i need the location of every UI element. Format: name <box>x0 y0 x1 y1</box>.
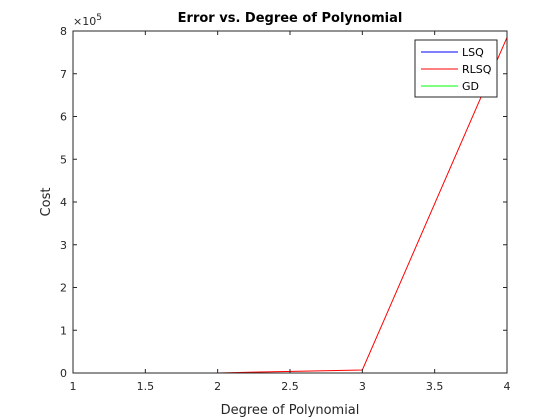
x-tick-label: 3.5 <box>426 380 444 393</box>
y-tick-label: 7 <box>60 68 67 81</box>
y-tick-label: 2 <box>60 282 67 295</box>
x-tick-label: 2 <box>214 380 221 393</box>
y-tick-label: 0 <box>60 367 67 380</box>
y-tick-label: 1 <box>60 324 67 337</box>
y-tick-label: 5 <box>60 153 67 166</box>
y-tick-label: 4 <box>60 196 67 209</box>
x-tick-label: 1 <box>70 380 77 393</box>
svg-text:×105: ×105 <box>73 13 102 28</box>
y-tick-label: 3 <box>60 239 67 252</box>
y-tick-label: 6 <box>60 111 67 124</box>
legend-label-gd: GD <box>462 80 479 93</box>
x-tick-label: 3 <box>359 380 366 393</box>
legend: LSQ RLSQ GD <box>414 39 498 98</box>
legend-label-lsq: LSQ <box>462 46 484 59</box>
legend-label-rlsq: RLSQ <box>462 63 492 76</box>
y-exponent-base: ×10 <box>73 15 96 28</box>
y-axis-title: Cost <box>39 188 54 217</box>
y-exponent-power: 5 <box>96 13 102 23</box>
x-axis-title: Degree of Polynomial <box>221 403 360 418</box>
x-tick-label: 2.5 <box>281 380 299 393</box>
y-tick-label: 8 <box>60 25 67 38</box>
chart-title: Error vs. Degree of Polynomial <box>178 11 403 26</box>
y-exponent-label: ×105 <box>73 13 102 28</box>
x-tick-label: 1.5 <box>137 380 155 393</box>
x-tick-label: 4 <box>504 380 511 393</box>
